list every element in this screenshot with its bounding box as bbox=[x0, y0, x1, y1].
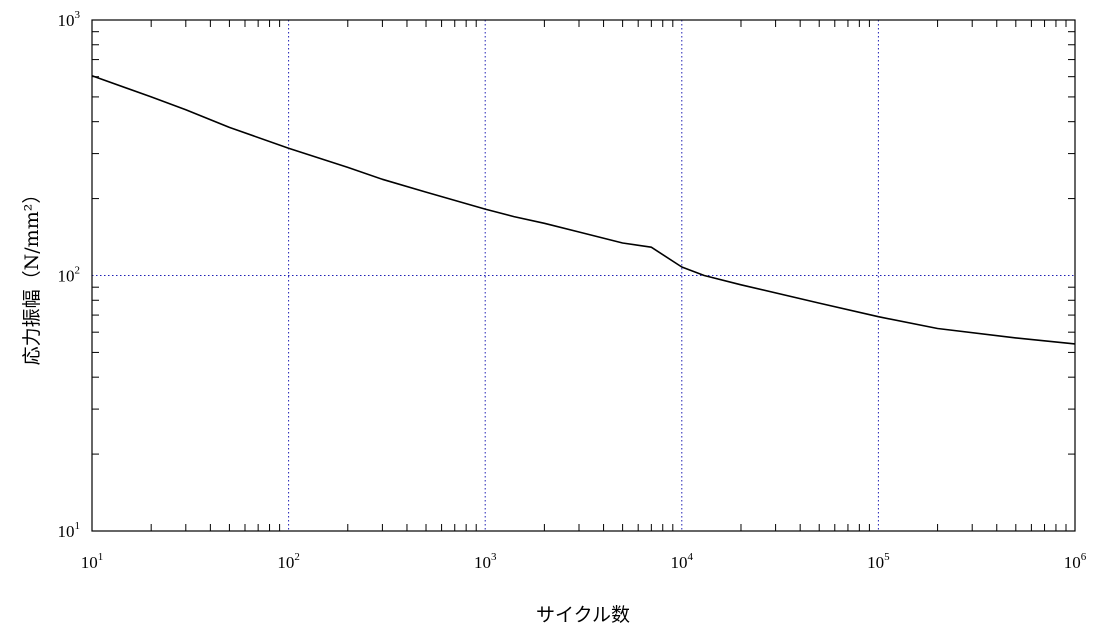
x-tick-label: 101 bbox=[81, 551, 104, 572]
x-tick-label: 103 bbox=[474, 551, 497, 572]
series-layer bbox=[91, 75, 1076, 345]
y-tick-labels: 101 102 103 bbox=[58, 9, 81, 541]
minor-ticks bbox=[92, 20, 1075, 531]
x-axis-title: サイクル数 bbox=[536, 604, 630, 626]
y-tick-label: 103 bbox=[58, 9, 81, 30]
x-tick-labels: 101 102 103 104 105 106 bbox=[81, 551, 1087, 572]
x-tick-label: 102 bbox=[277, 551, 300, 572]
x-tick-label: 104 bbox=[671, 551, 694, 572]
y-tick-label: 102 bbox=[58, 265, 81, 286]
plot-frame bbox=[91, 19, 1076, 532]
grid-lines bbox=[92, 20, 1075, 531]
y-axis-title: 応力振幅（N/mm²） bbox=[21, 185, 43, 366]
x-tick-label: 106 bbox=[1064, 551, 1087, 572]
y-tick-label: 101 bbox=[58, 520, 81, 541]
series-line bbox=[91, 75, 1076, 345]
x-tick-label: 105 bbox=[867, 551, 890, 572]
